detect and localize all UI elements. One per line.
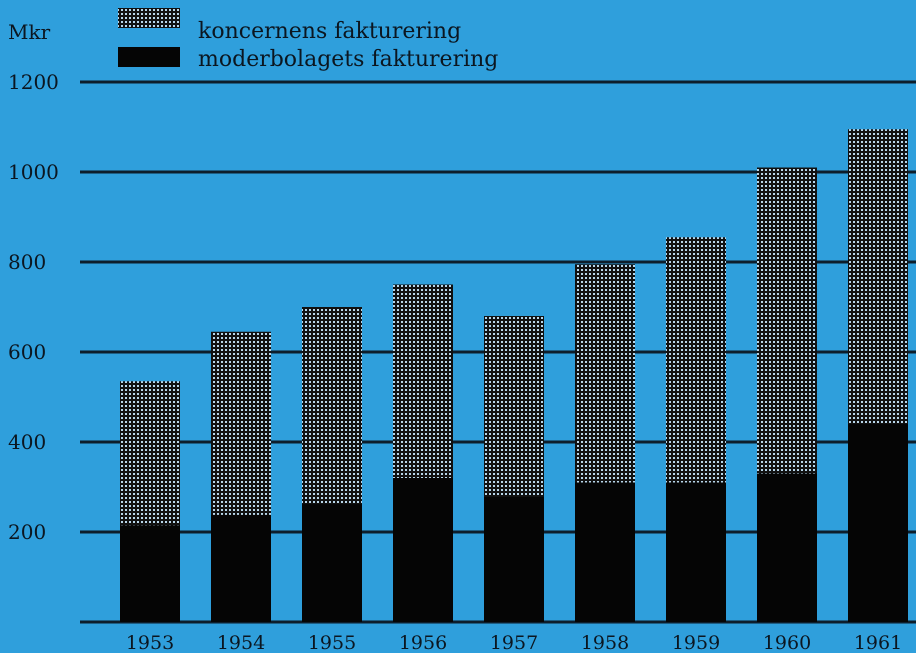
y-tick-label: 1200 [8,70,59,94]
y-tick-label: 1000 [8,160,59,184]
x-tick-label: 1957 [490,632,538,653]
x-axis-ticks: 1953 1954 1955 1956 1957 1958 1959 1960 1961 [126,632,902,653]
bar-moderbolagets [120,525,180,622]
x-tick-label: 1955 [308,632,356,653]
bar-moderbolagets [666,482,726,622]
bar-moderbolagets [302,504,362,622]
legend: koncernens fakturering moderbolagets fak… [118,8,498,72]
legend-swatch-moderbolagets [118,47,180,67]
legend-swatch-koncernens [118,8,180,28]
x-tick-label: 1958 [581,632,629,653]
bars [120,129,908,622]
bar-moderbolagets [848,424,908,622]
y-tick-label: 600 [8,340,46,364]
x-tick-label: 1959 [672,632,720,653]
y-axis-ticks: 200 400 600 800 1000 1200 [8,70,59,544]
bar-moderbolagets [393,478,453,622]
legend-label-koncernens: koncernens fakturering [198,19,461,44]
bar-moderbolagets [211,514,271,622]
bar-moderbolagets [484,496,544,622]
y-tick-label: 200 [8,520,46,544]
y-tick-label: 400 [8,430,46,454]
x-tick-label: 1954 [217,632,265,653]
bar-moderbolagets [757,473,817,622]
legend-label-moderbolagets: moderbolagets fakturering [198,47,498,72]
x-tick-label: 1960 [763,632,811,653]
x-tick-label: 1956 [399,632,447,653]
x-tick-label: 1953 [126,632,174,653]
y-axis-label: Mkr [8,20,51,44]
x-tick-label: 1961 [854,632,902,653]
y-tick-label: 800 [8,250,46,274]
bar-moderbolagets [575,482,635,622]
